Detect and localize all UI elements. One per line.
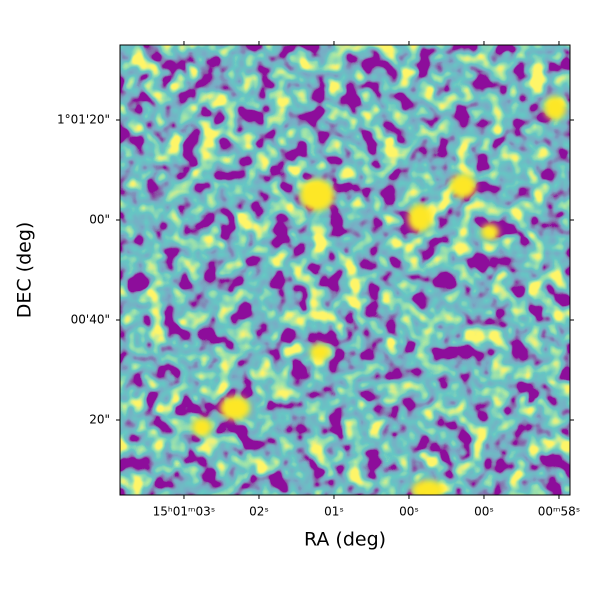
- y-axis-label: DEC (deg): [14, 222, 36, 319]
- x-tick-label: 00ᵐ58ˢ: [538, 505, 581, 519]
- source: [412, 480, 444, 495]
- source: [192, 418, 212, 436]
- x-tick-label: 00ˢ: [399, 505, 419, 519]
- source: [450, 174, 476, 198]
- x-tick-label: 02ˢ: [249, 505, 269, 519]
- x-axis-label: RA (deg): [304, 529, 386, 551]
- sources: [192, 96, 566, 495]
- source: [300, 179, 334, 211]
- source: [310, 344, 330, 360]
- image: [120, 45, 570, 495]
- y-tick-label: 1°01'20": [57, 113, 110, 127]
- x-tick-label: 01ˢ: [324, 505, 344, 519]
- y-tick-label: 20": [89, 413, 110, 427]
- source: [481, 224, 499, 240]
- x-tick-label: 00ˢ: [474, 505, 494, 519]
- y-tick-label: 00'40": [71, 313, 110, 327]
- source: [544, 96, 566, 120]
- noise-field: [120, 45, 570, 495]
- y-tick-label: 00": [89, 213, 110, 227]
- x-tick-label: 15ʰ01ᵐ03ˢ: [153, 505, 216, 519]
- source: [220, 396, 250, 420]
- source: [408, 204, 432, 232]
- plot-frame: [119, 44, 571, 496]
